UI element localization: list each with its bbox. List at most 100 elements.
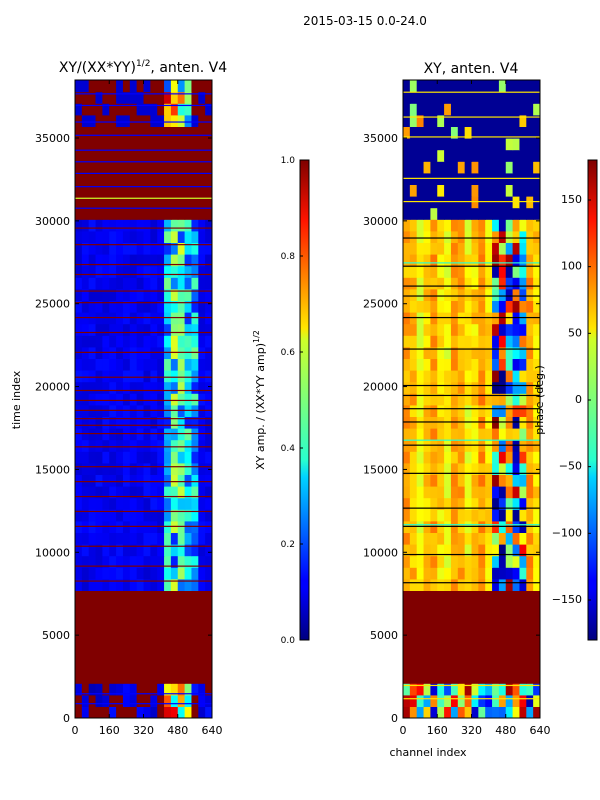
heatmap-cell bbox=[164, 230, 172, 243]
heatmap-cell bbox=[129, 161, 138, 174]
heatmap-cell bbox=[95, 196, 103, 209]
amplitude-panel-title-exponent: 1/2 bbox=[136, 59, 150, 69]
heatmap-cell bbox=[136, 277, 145, 290]
heatmap-cell bbox=[423, 671, 431, 684]
heatmap-cell bbox=[170, 184, 179, 197]
heatmap-cell bbox=[150, 288, 158, 301]
amplitude-colorbar-label: XY amp. / (XX*YY amp)1/2 bbox=[252, 330, 267, 470]
heatmap-cell bbox=[102, 636, 110, 649]
heatmap-cell bbox=[505, 567, 514, 580]
heatmap-cell bbox=[122, 300, 131, 313]
heatmap-cell bbox=[170, 80, 179, 93]
heatmap-cell bbox=[526, 683, 534, 696]
heatmap-cell bbox=[157, 103, 165, 116]
heatmap-cell bbox=[464, 532, 473, 545]
heatmap-cell bbox=[437, 103, 445, 116]
heatmap-cell bbox=[457, 567, 466, 580]
heatmap-cell bbox=[450, 346, 459, 359]
heatmap-cell bbox=[471, 532, 479, 545]
heatmap-cell bbox=[136, 497, 145, 510]
heatmap-cell bbox=[116, 555, 124, 568]
heatmap-cell bbox=[498, 451, 507, 464]
heatmap-cell bbox=[423, 636, 431, 649]
heatmap-row-line bbox=[403, 116, 540, 118]
phase-ytick-label: 35000 bbox=[363, 132, 398, 145]
heatmap-cell bbox=[423, 706, 431, 718]
heatmap-cell bbox=[198, 149, 206, 162]
heatmap-cell bbox=[423, 300, 431, 313]
heatmap-cell bbox=[191, 172, 199, 185]
heatmap-cell bbox=[136, 80, 145, 93]
heatmap-cell bbox=[88, 497, 97, 510]
heatmap-cell bbox=[95, 706, 103, 718]
heatmap-cell bbox=[450, 474, 459, 487]
heatmap-cell bbox=[157, 602, 165, 615]
heatmap-cell bbox=[437, 590, 445, 603]
heatmap-cell bbox=[102, 486, 110, 499]
heatmap-cell bbox=[444, 265, 452, 278]
heatmap-cell bbox=[416, 393, 425, 406]
heatmap-cell bbox=[95, 416, 103, 429]
heatmap-row-line bbox=[75, 580, 212, 582]
heatmap-cell bbox=[444, 404, 452, 417]
heatmap-cell bbox=[102, 80, 110, 93]
heatmap-cell bbox=[505, 219, 514, 232]
heatmap-cell bbox=[205, 254, 212, 267]
heatmap-cell bbox=[102, 172, 110, 185]
heatmap-cell bbox=[526, 300, 534, 313]
heatmap-cell bbox=[116, 567, 124, 580]
heatmap-cell bbox=[403, 277, 411, 290]
heatmap-cell bbox=[526, 184, 534, 197]
heatmap-cell bbox=[464, 149, 473, 162]
heatmap-cell bbox=[403, 694, 411, 707]
heatmap-cell bbox=[430, 184, 438, 197]
heatmap-cell bbox=[485, 462, 493, 475]
heatmap-cell bbox=[444, 323, 452, 336]
heatmap-cell bbox=[157, 683, 165, 696]
heatmap-cell bbox=[136, 207, 145, 220]
heatmap-cell bbox=[437, 578, 445, 591]
heatmap-cell bbox=[109, 694, 117, 707]
heatmap-cell bbox=[116, 300, 124, 313]
heatmap-cell bbox=[150, 462, 158, 475]
heatmap-cell bbox=[430, 671, 438, 684]
heatmap-cell bbox=[136, 567, 145, 580]
heatmap-cell bbox=[75, 602, 83, 615]
heatmap-cell bbox=[430, 323, 438, 336]
heatmap-cell bbox=[122, 358, 131, 371]
heatmap-cell bbox=[170, 474, 179, 487]
heatmap-cell bbox=[485, 219, 493, 232]
heatmap-cell bbox=[81, 381, 90, 394]
heatmap-cell bbox=[157, 138, 165, 151]
heatmap-cell bbox=[75, 207, 83, 220]
heatmap-cell bbox=[437, 254, 445, 267]
heatmap-cell bbox=[177, 370, 186, 383]
heatmap-cell bbox=[430, 567, 438, 580]
heatmap-cell bbox=[122, 567, 131, 580]
heatmap-cell bbox=[492, 497, 500, 510]
heatmap-cell bbox=[177, 230, 186, 243]
heatmap-cell bbox=[478, 509, 486, 522]
heatmap-cell bbox=[164, 172, 172, 185]
heatmap-cell bbox=[157, 462, 165, 475]
heatmap-cell bbox=[198, 578, 206, 591]
heatmap-cell bbox=[457, 462, 466, 475]
heatmap-cell bbox=[533, 254, 540, 267]
heatmap-cell bbox=[129, 184, 138, 197]
heatmap-cell bbox=[116, 358, 124, 371]
heatmap-cell bbox=[519, 149, 527, 162]
heatmap-cell bbox=[423, 428, 431, 441]
heatmap-cell bbox=[116, 671, 124, 684]
heatmap-cell bbox=[129, 532, 138, 545]
heatmap-cell bbox=[471, 184, 479, 197]
heatmap-cell bbox=[205, 474, 212, 487]
heatmap-cell bbox=[102, 277, 110, 290]
heatmap-cell bbox=[143, 335, 151, 348]
heatmap-cell bbox=[409, 671, 418, 684]
heatmap-cell bbox=[444, 219, 452, 232]
heatmap-cell bbox=[177, 80, 186, 93]
heatmap-cell bbox=[512, 474, 521, 487]
heatmap-cell bbox=[485, 509, 493, 522]
heatmap-cell bbox=[533, 370, 540, 383]
heatmap-cell bbox=[198, 694, 206, 707]
